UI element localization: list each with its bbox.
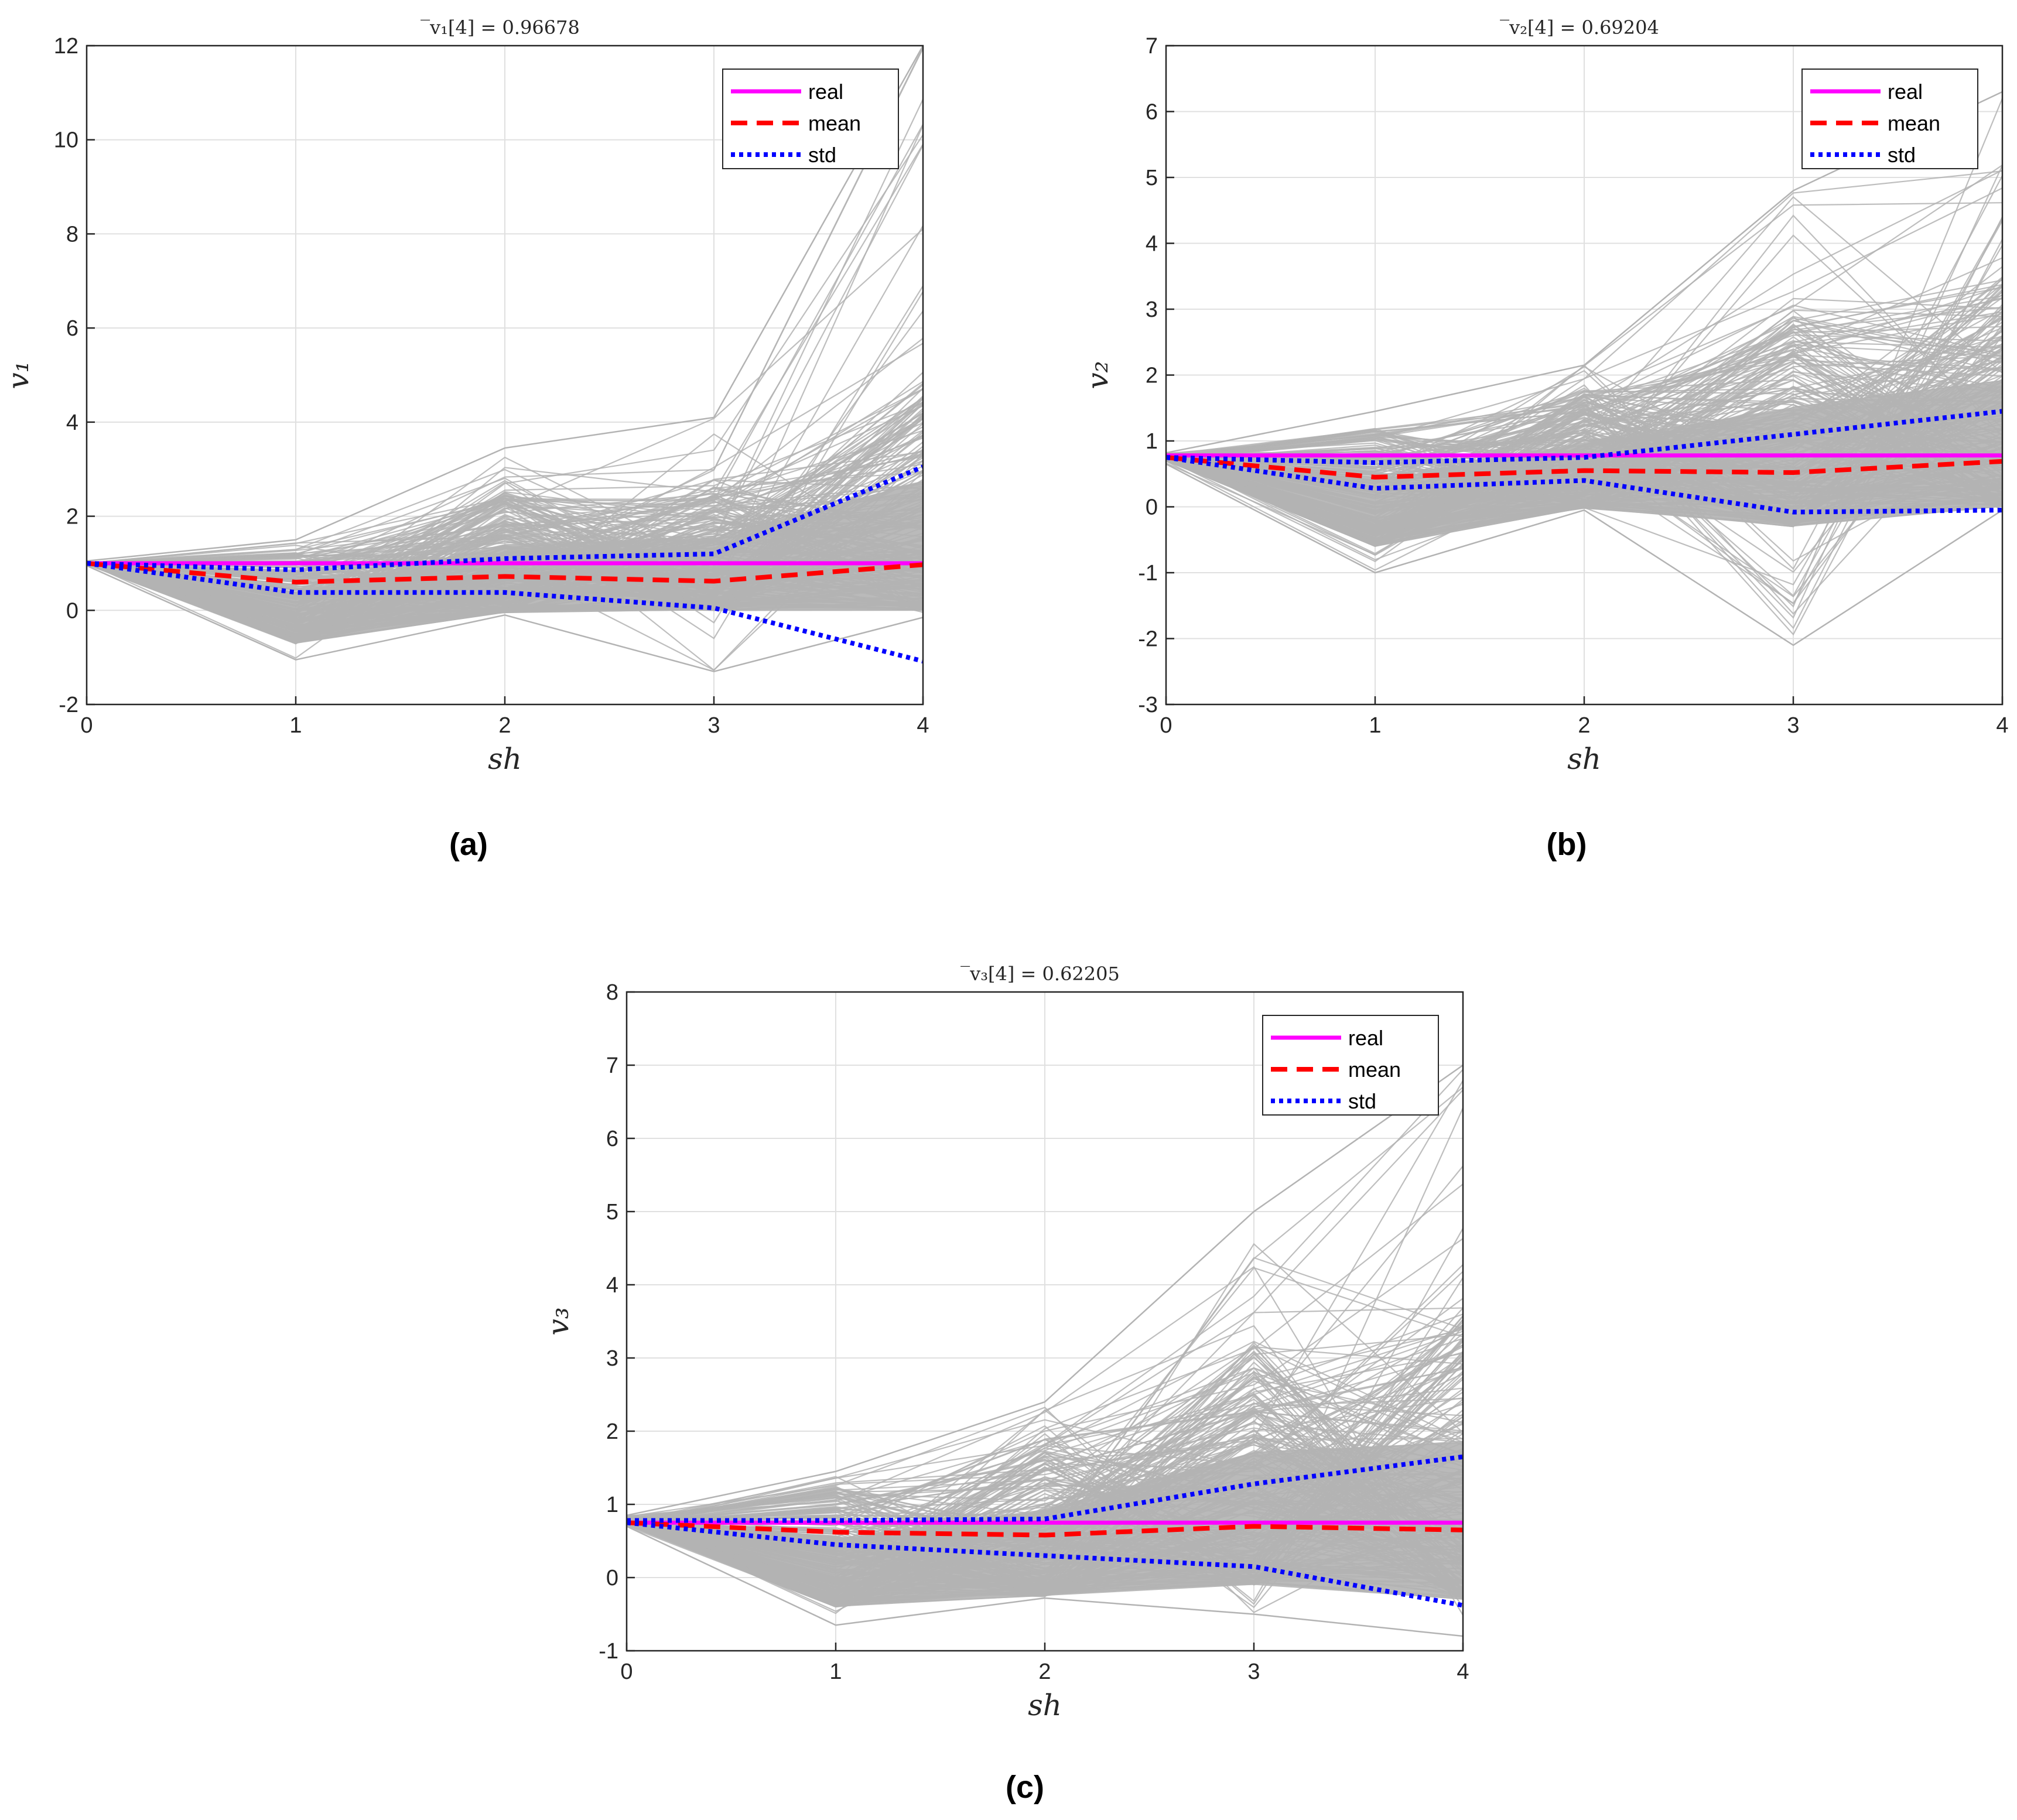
legend-label-real: real (808, 80, 843, 104)
x-tick-label: 3 (707, 713, 720, 738)
ensemble-extreme-lower (87, 565, 923, 673)
y-axis-label: v₃ (541, 1307, 575, 1335)
panel-label: (a) (449, 827, 488, 862)
y-tick-label: 12 (54, 34, 78, 59)
legend-label-std: std (1888, 143, 1916, 167)
y-tick-label: 6 (606, 1127, 618, 1151)
series-std-lower (87, 560, 923, 663)
series-group (87, 464, 923, 663)
y-tick-label: -2 (1138, 627, 1158, 652)
y-tick-label: 8 (606, 980, 618, 1005)
x-tick-label: 3 (1787, 713, 1799, 738)
chart-title: ̅v₁[4] = 0.96678 (421, 16, 580, 39)
y-tick-label: 8 (66, 222, 78, 247)
ensemble-extreme-lower (627, 1525, 1463, 1637)
legend-label-real: real (1888, 80, 1923, 104)
panel-label: (b) (1547, 827, 1587, 862)
y-tick-label: 7 (1146, 34, 1158, 59)
x-tick-label: 4 (1996, 713, 2008, 738)
y-tick-label: -1 (1138, 561, 1158, 586)
ensemble-extreme-upper (627, 1064, 1463, 1516)
y-tick-label: -1 (599, 1639, 618, 1664)
y-tick-label: 0 (1146, 495, 1158, 520)
legend-label-std: std (1348, 1089, 1376, 1113)
legend-label-real: real (1348, 1026, 1383, 1050)
legend-label-mean: mean (1348, 1058, 1401, 1082)
y-tick-label: -2 (59, 693, 78, 717)
x-tick-label: 1 (289, 713, 302, 738)
y-tick-label: -3 (1138, 693, 1158, 717)
x-axis-label: sh (488, 742, 522, 776)
y-tick-label: 0 (66, 598, 78, 623)
x-axis-label: sh (1567, 742, 1601, 776)
ensemble-extreme-upper (87, 46, 923, 562)
y-tick-label: 5 (1146, 166, 1158, 190)
chart-title: ̅v₃[4] = 0.62205 (960, 963, 1120, 985)
y-axis-label: v₁ (1, 361, 35, 389)
ensemble-trace (1166, 326, 2002, 468)
y-tick-label: 3 (1146, 297, 1158, 322)
legend-box (722, 69, 899, 169)
y-tick-label: 0 (606, 1566, 618, 1590)
series-mean (1166, 455, 2002, 480)
ensemble-trace (1166, 370, 2002, 562)
ensemble-trace (627, 1367, 1463, 1523)
x-tick-label: 0 (620, 1660, 633, 1684)
series-group (627, 1454, 1463, 1608)
series-std-upper (627, 1454, 1463, 1523)
y-tick-label: 5 (606, 1200, 618, 1224)
y-axis-label: v₂ (1081, 361, 1115, 389)
legend-label-std: std (808, 143, 836, 167)
ensemble-trace (627, 1345, 1463, 1579)
series-std-upper (1166, 409, 2002, 466)
y-tick-label: 2 (66, 505, 78, 529)
series-group (1166, 409, 2002, 515)
ensemble-trace (627, 1372, 1463, 1598)
legend: real mean std (1801, 69, 1978, 169)
legend: real mean std (1262, 1015, 1439, 1116)
panel-b: 0 1 2 3 4 -3 -2 -1 0 1 2 3 4 5 6 7̅v₂[4] = 0.69204 sh v₂ r… (1081, 16, 2009, 862)
y-tick-label: 7 (606, 1053, 618, 1078)
y-tick-label: 6 (1146, 100, 1158, 125)
series-std-lower (627, 1520, 1463, 1608)
x-tick-label: 4 (1457, 1660, 1469, 1684)
panel-label: (c) (1006, 1770, 1044, 1805)
x-tick-label: 0 (1160, 713, 1172, 738)
series-mean (87, 560, 923, 585)
y-tick-label: 1 (1146, 429, 1158, 454)
series-std-upper (87, 464, 923, 573)
legend-label-mean: mean (808, 111, 861, 135)
y-tick-label: 2 (606, 1419, 618, 1444)
y-tick-label: 4 (66, 410, 78, 435)
y-tick-label: 4 (1146, 232, 1158, 256)
series-std-lower (1166, 455, 2002, 515)
series-mean (627, 1520, 1463, 1538)
x-tick-label: 2 (1038, 1660, 1051, 1684)
ensemble-trace (87, 145, 923, 564)
ensemble-core (1166, 379, 2002, 546)
x-axis-label: sh (1028, 1688, 1062, 1722)
x-tick-label: 2 (498, 713, 511, 738)
chart-title: ̅v₂[4] = 0.69204 (1500, 16, 1659, 39)
legend-box (1801, 69, 1978, 169)
ensemble-extreme-lower (1166, 463, 2002, 646)
y-tick-label: 3 (606, 1346, 618, 1371)
y-tick-label: 2 (1146, 364, 1158, 388)
y-tick-label: 4 (606, 1273, 618, 1298)
y-tick-label: 6 (66, 316, 78, 341)
x-tick-label: 2 (1578, 713, 1590, 738)
y-tick-label: 1 (606, 1493, 618, 1517)
x-tick-label: 0 (80, 713, 93, 738)
legend: real mean std (722, 69, 899, 169)
x-tick-label: 1 (829, 1660, 842, 1684)
y-tick-label: 10 (54, 128, 78, 153)
legend-label-mean: mean (1888, 111, 1940, 135)
x-tick-label: 4 (917, 713, 929, 738)
x-tick-label: 3 (1247, 1660, 1260, 1684)
legend-box (1262, 1015, 1439, 1116)
x-tick-label: 1 (1369, 713, 1381, 738)
